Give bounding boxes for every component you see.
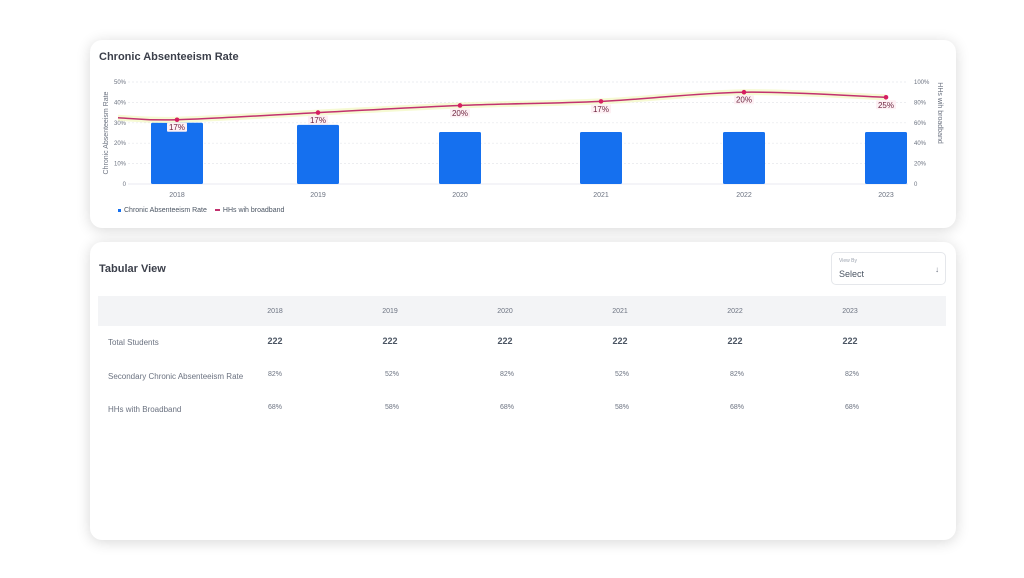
x-tick-label: 2021: [593, 192, 609, 199]
bar: [297, 124, 339, 184]
row-label: HHs with Broadband: [108, 405, 182, 414]
table-cell: 58%: [384, 404, 400, 411]
data-label: 17%: [169, 123, 185, 132]
y2-tick-label: 100%: [914, 80, 930, 86]
line-point: [174, 117, 180, 123]
column-header: 2018: [267, 308, 283, 315]
line-marker-icon: [214, 209, 220, 211]
line-point: [457, 103, 463, 108]
x-tick-label: 2018: [169, 192, 185, 199]
table-cell: 82%: [729, 371, 745, 378]
chart-card: Chronic Absenteeism Rate 0 0 10% 20% 20% 40% 3…: [90, 40, 956, 228]
y-axis-title: Chronic Absenteeism Rate: [103, 91, 110, 174]
bar: [580, 131, 622, 184]
data-label-bg: [591, 104, 611, 114]
table-cell: 52%: [384, 371, 400, 378]
table-cell: 68%: [267, 404, 283, 411]
row-label: Total Students: [108, 338, 159, 347]
y-tick-label: 20%: [114, 141, 127, 147]
x-tick-label: 2019: [310, 192, 326, 199]
bar: [151, 122, 203, 184]
table-cell: 222: [267, 336, 283, 346]
y-tick-label: 50%: [114, 80, 127, 86]
column-header: 2022: [727, 308, 743, 315]
y2-tick-label: 20%: [914, 162, 927, 168]
legend-label: Chronic Absenteeism Rate: [124, 207, 207, 214]
line-glow: [117, 89, 887, 123]
legend-label: HHs wih broadband: [222, 207, 285, 214]
y-tick-label: 40%: [114, 100, 127, 106]
x-tick-label: 2022: [736, 192, 752, 199]
arrow-down-icon: ↓: [935, 265, 939, 274]
view-by-label: View By: [839, 258, 857, 264]
data-label: 17%: [310, 116, 326, 125]
data-label-bg: [167, 122, 187, 132]
table-cell: 222: [497, 336, 513, 346]
table-cell: 222: [727, 336, 743, 346]
table-cell: 82%: [844, 371, 860, 378]
y-tick-label: 0: [123, 182, 127, 188]
column-header: 2023: [842, 308, 858, 315]
legend-item-bar[interactable]: Chronic Absenteeism Rate: [118, 207, 207, 214]
table-cell: 82%: [267, 371, 283, 378]
data-label-bg: [308, 115, 328, 125]
x-tick-label: 2020: [452, 192, 468, 199]
table-cell: 68%: [729, 404, 745, 411]
line-point: [598, 99, 604, 104]
bar: [865, 131, 907, 184]
data-label: 17%: [593, 105, 609, 114]
data-label-bg: [734, 95, 754, 105]
table-cell: 222: [382, 336, 398, 346]
data-label-bg: [876, 100, 896, 110]
y2-axis-title: HHs wih broadband: [936, 82, 943, 144]
data-label-bg: [450, 108, 470, 118]
y2-tick-label: 80%: [914, 100, 927, 106]
column-header: 2021: [612, 308, 628, 315]
table-header: [98, 296, 946, 326]
y-tick-label: 30%: [114, 121, 127, 127]
y-tick-label: 10%: [114, 162, 127, 168]
table-cell: 52%: [614, 371, 630, 378]
y2-tick-label: 40%: [914, 141, 927, 147]
column-header: 2019: [382, 308, 398, 315]
table-cell: 68%: [499, 404, 515, 411]
line-point: [315, 110, 321, 115]
bar: [723, 131, 765, 184]
table-cell: 58%: [614, 404, 630, 411]
column-header: 2020: [497, 308, 513, 315]
row-label: Secondary Chronic Absenteeism Rate: [108, 372, 244, 381]
data-label: 20%: [736, 96, 752, 105]
table-cell: 82%: [499, 371, 515, 378]
table-card: Tabular View View By Select ↓ 2018 2019 20…: [90, 242, 956, 540]
line-point: [883, 95, 889, 100]
square-marker-icon: [118, 208, 121, 212]
table-title: Tabular View: [99, 263, 166, 275]
view-by-select[interactable]: View By Select ↓: [831, 252, 946, 285]
line-point: [741, 89, 747, 95]
data-label: 25%: [878, 101, 894, 110]
x-tick-label: 2023: [878, 192, 894, 199]
table-cell: 222: [842, 336, 858, 346]
combo-chart: 0 0 10% 20% 20% 40% 30% 60% 40% 80% 50% 100% Chronic…: [103, 80, 943, 199]
y2-tick-label: 60%: [914, 121, 927, 127]
bar: [439, 131, 481, 184]
chart-legend: Chronic Absenteeism Rate HHs wih broadba…: [118, 207, 284, 214]
table-cell: 68%: [844, 404, 860, 411]
view-by-value: Select: [839, 269, 865, 279]
data-label: 20%: [452, 109, 468, 118]
y2-tick-label: 0: [914, 182, 918, 188]
table-cell: 222: [612, 336, 628, 346]
chart-title: Chronic Absenteeism Rate: [99, 51, 239, 63]
legend-item-line[interactable]: HHs wih broadband: [214, 207, 285, 214]
